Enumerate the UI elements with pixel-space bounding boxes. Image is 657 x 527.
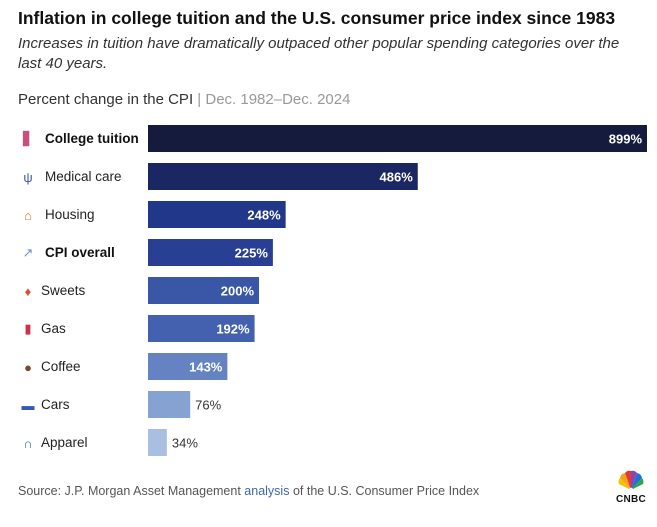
bar-housing	[148, 201, 286, 228]
label-separator: |	[197, 91, 202, 108]
fuel-pump-icon: ▮	[24, 321, 32, 336]
source-note: Source: J.P. Morgan Asset Management ana…	[18, 484, 479, 498]
peacock-logo-icon	[618, 470, 644, 493]
bar-medical-care	[148, 163, 418, 190]
category-label: Cars	[41, 397, 70, 412]
bar-college-tuition	[148, 125, 647, 152]
measure-text: Percent change in the CPI	[18, 91, 194, 108]
source-link[interactable]: analysis	[244, 484, 290, 498]
car-icon: ▬	[21, 397, 35, 413]
value-label: 143%	[189, 360, 223, 375]
category-label: Coffee	[41, 359, 81, 374]
coffee-icon: ●	[24, 359, 32, 375]
category-label: Gas	[41, 321, 66, 336]
category-label: Sweets	[41, 283, 86, 298]
source-prefix: Source: J.P. Morgan Asset Management	[18, 484, 241, 498]
category-label: CPI overall	[45, 245, 115, 260]
date-range: Dec. 1982–Dec. 2024	[205, 91, 351, 108]
value-label: 76%	[195, 398, 221, 413]
bar-coffee	[148, 353, 228, 380]
bar-cpi-overall	[148, 239, 273, 266]
chart-icon: ↗	[22, 245, 34, 260]
source-suffix: of the U.S. Consumer Price Index	[292, 484, 480, 498]
stethoscope-icon: ψ	[23, 169, 33, 185]
bar-cars	[148, 391, 191, 418]
value-label: 486%	[380, 170, 414, 185]
chart-title: Inflation in college tuition and the U.S…	[18, 8, 616, 28]
category-label: Apparel	[41, 435, 88, 450]
value-label: 225%	[235, 246, 269, 261]
books-icon: ▋	[23, 131, 33, 146]
jeans-icon: ∩	[23, 435, 33, 451]
bar-sweets	[148, 277, 260, 304]
value-label: 899%	[609, 132, 643, 147]
value-label: 248%	[247, 208, 281, 223]
chart-subtitle: Increases in tuition have dramatically o…	[18, 35, 620, 72]
logo-wordmark: CNBC	[615, 494, 647, 505]
value-label: 34%	[172, 436, 198, 451]
bar-apparel	[148, 429, 167, 456]
category-label: Medical care	[45, 169, 122, 184]
category-label: College tuition	[45, 131, 139, 146]
value-label: 200%	[221, 284, 255, 299]
chart-measure-label: Percent change in the CPI | Dec. 1982–De…	[18, 91, 350, 108]
candy-icon: ♦	[24, 283, 32, 299]
value-label: 192%	[216, 322, 250, 337]
house-icon: ⌂	[24, 207, 32, 223]
bar-gas	[148, 315, 255, 342]
category-label: Housing	[45, 207, 95, 222]
